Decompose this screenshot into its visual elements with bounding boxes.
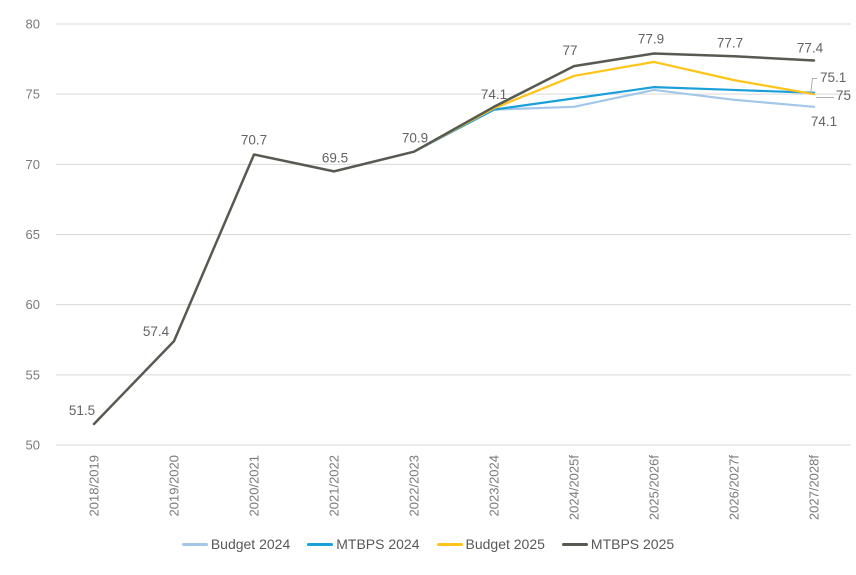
x-axis-tick-label: 2020/2021 — [247, 455, 262, 516]
data-label-mtbps-2025-4: 70.9 — [402, 131, 428, 146]
x-axis-tick-label: 2021/2022 — [327, 455, 342, 516]
x-axis-tick-label: 2023/2024 — [487, 455, 502, 516]
legend-swatch-icon — [307, 542, 334, 546]
data-label-mtbps-2025-9: 77.4 — [797, 40, 824, 55]
y-axis-tick-label: 80 — [26, 17, 40, 32]
y-axis-tick-label: 55 — [26, 367, 40, 382]
series-line-budget-2025 — [412, 60, 816, 153]
callout-leader-line — [810, 78, 817, 95]
chart-legend: Budget 2024 MTBPS 2024 Budget 2025 MTBPS 20… — [0, 534, 856, 554]
data-label-mtbps-2025-6: 77 — [562, 43, 577, 58]
y-axis-tick-label: 50 — [26, 438, 40, 453]
legend-label: MTBPS 2025 — [590, 536, 675, 552]
line-chart-svg: 80 75 70 65 60 55 50 2018/2019 2019/2020 2020/202… — [26, 17, 852, 521]
x-axis-tick-label: 2022/2023 — [407, 455, 422, 516]
data-label-mtbps-2025-8: 77.7 — [717, 35, 743, 50]
data-label-budget-2025-9: 75 — [836, 88, 851, 103]
legend-swatch-icon — [561, 542, 588, 546]
data-label-mtbps-2025-0: 51.5 — [69, 403, 95, 418]
legend-item-mtbps-2024: MTBPS 2024 — [307, 534, 420, 554]
x-axis-tick-label: 2024/2025f — [567, 455, 582, 520]
y-axis-tick-label: 65 — [26, 227, 40, 242]
legend-label: Budget 2024 — [210, 536, 291, 552]
legend-label: Budget 2025 — [465, 536, 545, 552]
legend-item-budget-2025: Budget 2025 — [436, 534, 545, 554]
x-axis-tick-label: 2018/2019 — [87, 455, 102, 516]
data-label-mtbps-2025-5: 74.1 — [481, 87, 507, 102]
x-axis-tick-label: 2026/2027f — [727, 455, 742, 520]
legend-swatch-icon — [181, 542, 208, 546]
legend-label: MTBPS 2024 — [336, 536, 420, 552]
data-label-mtbps-2025-2: 70.7 — [241, 133, 267, 148]
data-label-mtbps-2025-7: 77.9 — [638, 31, 664, 46]
x-axis-tick-label: 2025/2026f — [647, 455, 662, 520]
x-axis-tick-label: 2027/2028f — [807, 455, 822, 520]
y-axis-tick-label: 75 — [26, 87, 40, 102]
x-axis-tick-label: 2019/2020 — [167, 455, 182, 516]
y-axis-tick-label: 60 — [26, 297, 40, 312]
series-line-mtbps-2025 — [92, 52, 816, 426]
data-label-mtbps-2024-9: 75.1 — [820, 70, 846, 85]
data-label-mtbps-2025-3: 69.5 — [322, 150, 348, 165]
data-label-mtbps-2025-1: 57.4 — [143, 324, 170, 339]
legend-item-budget-2024: Budget 2024 — [181, 534, 291, 554]
legend-item-mtbps-2025: MTBPS 2025 — [561, 534, 675, 554]
legend-swatch-icon — [436, 542, 463, 546]
data-label-budget-2024-9: 74.1 — [811, 114, 837, 129]
y-axis-tick-label: 70 — [26, 157, 40, 172]
